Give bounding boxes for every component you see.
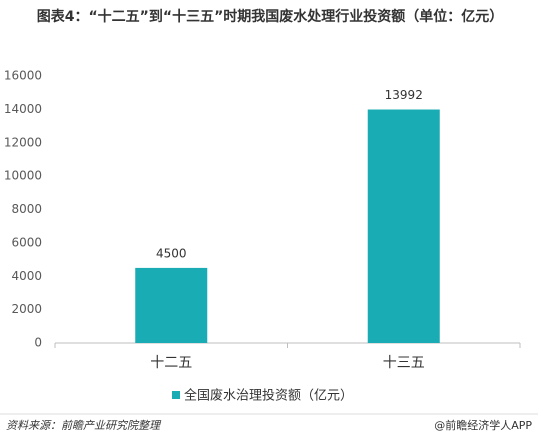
y-tick-label: 4000 bbox=[11, 269, 42, 283]
legend-label: 全国废水治理投资额（亿元） bbox=[184, 388, 353, 404]
bar bbox=[135, 267, 208, 343]
legend-swatch bbox=[172, 391, 180, 399]
data-label: 4500 bbox=[156, 246, 187, 260]
y-tick-label: 8000 bbox=[11, 202, 42, 216]
data-label: 13992 bbox=[385, 88, 423, 102]
y-tick-label: 12000 bbox=[4, 135, 42, 149]
y-tick-label: 16000 bbox=[4, 69, 42, 83]
x-tick-label: 十三五 bbox=[383, 355, 425, 371]
source: 资料来源：前瞻产业研究院整理 bbox=[6, 419, 162, 432]
y-tick-label: 10000 bbox=[4, 169, 42, 183]
x-tick-label: 十二五 bbox=[150, 355, 192, 371]
y-tick-label: 14000 bbox=[4, 102, 42, 116]
y-tick-label: 6000 bbox=[11, 235, 42, 249]
y-tick-label: 2000 bbox=[11, 302, 42, 316]
chart-title: 图表4：“十二五”到“十三五”时期我国废水处理行业投资额（单位：亿元） bbox=[36, 9, 504, 25]
bar bbox=[367, 109, 440, 343]
credit: @前瞻经济学人APP bbox=[434, 418, 532, 432]
y-tick-label: 0 bbox=[34, 336, 42, 350]
